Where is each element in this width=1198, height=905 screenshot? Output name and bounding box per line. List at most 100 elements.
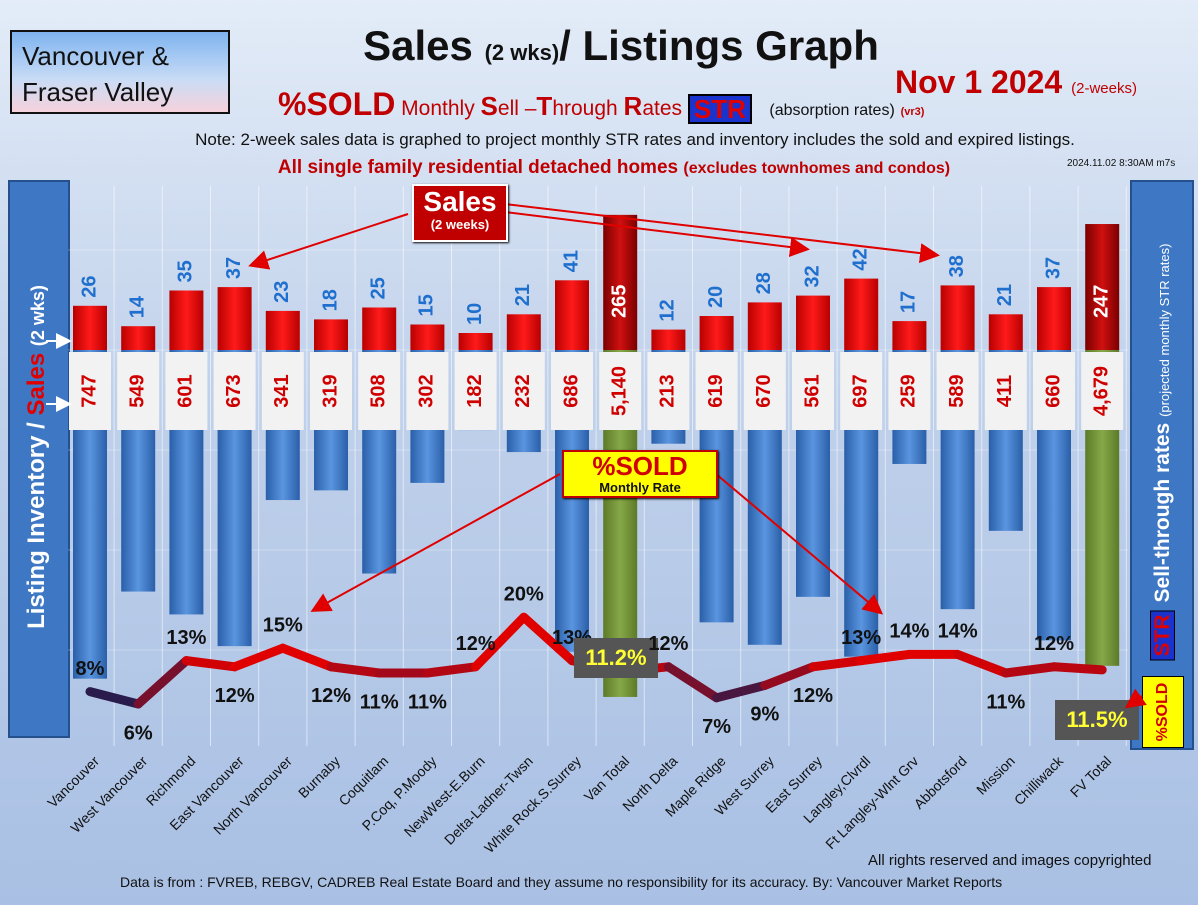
str-line-segment	[326, 662, 384, 678]
str-label-east-vancouver: 12%	[215, 685, 255, 707]
sales-bar-east-surrey	[796, 295, 830, 350]
str-label-mission: 11%	[986, 691, 1025, 713]
str-label-burnaby: 12%	[311, 685, 351, 707]
inventory-label-box	[261, 352, 304, 430]
sales-callout: Sales (2 weeks)	[412, 184, 508, 242]
inventory-label-chilliwack: 660	[1042, 374, 1064, 407]
x-label-fv-total: FV Total	[1067, 753, 1114, 800]
date-value: Nov 1 2024	[895, 64, 1063, 100]
chart-note: Note: 2-week sales data is graphed to pr…	[195, 130, 1075, 149]
sold-arrow-burnaby	[310, 473, 561, 612]
inventory-label-box	[165, 352, 208, 430]
inventory-label-box	[502, 352, 545, 430]
title-period: (2 wks)	[484, 40, 560, 65]
inventory-label-maple-ridge: 619	[705, 374, 727, 407]
inventory-label-p-coq-p-moody: 302	[416, 374, 438, 407]
sold-callout-sub: Monthly Rate	[599, 480, 681, 495]
str-label-maple-ridge: 7%	[702, 716, 731, 738]
sales-bar-mission	[988, 314, 1023, 350]
region-line-2: Fraser Valley	[22, 77, 174, 107]
sold-callout-title: %SOLD	[592, 451, 688, 481]
sales-bar-maple-ridge	[699, 316, 734, 350]
label-layer: 26 747 8% 14 549 6% 35 601 13% 37 673 12% 23 341 15% 18…	[69, 248, 1139, 744]
inventory-label-newwest-e-burn: 182	[464, 374, 486, 407]
sales-label-ft-langley-wlnt-grv: 17	[898, 291, 920, 313]
str-line-segment	[230, 643, 288, 672]
str-label-fv-total: 11.5%	[1066, 707, 1127, 732]
sales-bar-west-vancouver	[121, 326, 156, 350]
str-label-newwest-e-burn: 12%	[456, 633, 496, 655]
scope-note: All single family residential detached h…	[0, 157, 1198, 179]
inventory-label-east-surrey: 561	[801, 374, 823, 407]
str-label-east-surrey: 12%	[793, 685, 833, 707]
str-line-segment	[519, 612, 577, 666]
sales-label-mission: 21	[994, 284, 1016, 306]
sales-callout-title: Sales	[423, 186, 497, 217]
sales-label-white-rock-s-surrey: 41	[560, 250, 582, 272]
sales-bar-richmond	[169, 290, 204, 350]
sales-label-richmond: 35	[175, 260, 197, 282]
sales-arrow-east-vancouver	[248, 213, 409, 270]
sales-arrow-abbotsford	[504, 203, 940, 264]
str-line-segment	[808, 656, 866, 672]
str-label-north-vancouver: 15%	[263, 614, 303, 636]
inventory-label-west-surrey: 670	[753, 374, 775, 407]
str-line-segment	[85, 687, 143, 709]
inventory-label-box	[406, 352, 449, 430]
sales-bar-burnaby	[314, 319, 348, 350]
inventory-label-box	[1081, 352, 1124, 430]
title-sales: Sales	[363, 22, 473, 69]
sales-label-north-vancouver: 23	[271, 281, 293, 303]
sales-bar-east-vancouver	[217, 287, 252, 350]
inventory-label-box	[936, 352, 979, 430]
inventory-label-box	[647, 352, 690, 430]
str-line-segment	[1049, 662, 1107, 675]
x-label-delta-ladner-twsn: Delta-Ladner-Twsn	[441, 753, 536, 848]
sales-label-north-delta: 12	[657, 299, 679, 321]
sales-bar-chilliwack	[1037, 287, 1071, 350]
str-label-vancouver: 8%	[76, 658, 105, 680]
timestamp: 2024.11.02 8:30AM m7s	[1067, 158, 1176, 169]
inventory-label-east-vancouver: 673	[223, 374, 245, 407]
str-total-box-van-total	[574, 638, 658, 678]
inventory-label-van-total: 5,140	[608, 366, 630, 416]
date-note: (2-weeks)	[1071, 80, 1137, 97]
str-line-segment	[181, 656, 240, 672]
sales-label-vancouver: 26	[78, 276, 100, 298]
inventory-label-langley-clvrdl: 697	[849, 374, 871, 407]
sold-arrow-langley	[715, 473, 884, 615]
absorption-note: (absorption rates)	[769, 102, 895, 119]
left-axis-panel	[8, 180, 70, 738]
str-label-west-surrey: 9%	[750, 704, 779, 726]
subtitle-cap-r: R	[623, 91, 643, 121]
str-label-langley-clvrdl: 13%	[841, 627, 881, 649]
str-line-segment	[133, 656, 191, 709]
x-label-ft-langley-wlnt-grv: Ft Langley-Wlnt Grv	[822, 753, 921, 852]
sales-bar-white-rock-s-surrey	[555, 280, 589, 350]
str-line-segment	[760, 662, 818, 690]
str-line-segment	[278, 643, 336, 672]
inventory-label-ft-langley-wlnt-grv: 259	[898, 374, 920, 407]
region-line-1: Vancouver &	[22, 41, 169, 71]
x-label-white-rock-s-surrey: White Rock.S.Surrey	[481, 753, 584, 856]
str-label-chilliwack: 12%	[1034, 633, 1074, 655]
inventory-label-box	[551, 352, 593, 430]
sales-bar-langley-clvrdl	[844, 278, 879, 350]
sales-bar-west-surrey	[747, 302, 782, 350]
str-label-ft-langley-wlnt-grv: 14%	[889, 621, 929, 643]
inventory-label-box	[792, 352, 834, 430]
inventory-label-abbotsford: 589	[946, 374, 968, 407]
sales-bar-coquitlam	[362, 307, 397, 350]
sales-label-fv-total: 247	[1090, 285, 1112, 318]
inventory-label-west-vancouver: 549	[126, 374, 148, 407]
inventory-label-burnaby: 319	[319, 374, 341, 407]
inventory-label-box	[213, 352, 256, 430]
inventory-label-fv-total: 4,679	[1090, 366, 1112, 416]
inventory-label-box	[743, 352, 786, 430]
sold-callout: %SOLD Monthly Rate	[562, 450, 718, 498]
inventory-label-richmond: 601	[175, 374, 197, 407]
str-label-richmond: 13%	[166, 627, 206, 649]
subtitle-part-3: hrough	[552, 97, 624, 120]
sales-label-chilliwack: 37	[1042, 257, 1064, 279]
